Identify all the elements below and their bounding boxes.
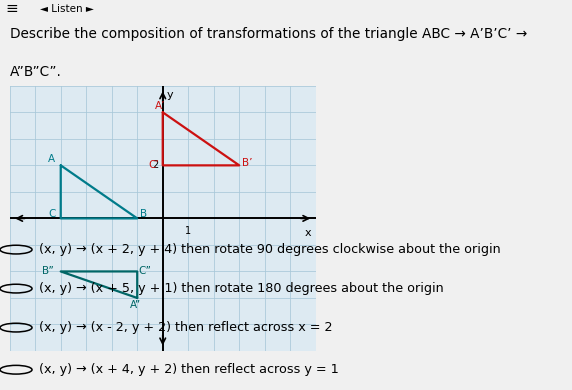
Text: A”: A”	[130, 300, 141, 310]
Text: Describe the composition of transformations of the triangle ABC → A’B’C’ →: Describe the composition of transformati…	[10, 27, 527, 41]
Text: A’: A’	[155, 101, 165, 111]
Text: C”: C”	[138, 266, 152, 277]
Text: B’: B’	[241, 158, 252, 168]
Text: C: C	[48, 209, 55, 220]
Text: y: y	[166, 90, 173, 100]
Text: ◄ Listen ►: ◄ Listen ►	[40, 4, 94, 14]
Text: (x, y) → (x + 5, y + 1) then rotate 180 degrees about the origin: (x, y) → (x + 5, y + 1) then rotate 180 …	[39, 282, 444, 295]
Text: (x, y) → (x + 2, y + 4) then rotate 90 degrees clockwise about the origin: (x, y) → (x + 2, y + 4) then rotate 90 d…	[39, 243, 500, 256]
Text: 2: 2	[153, 160, 159, 170]
Text: B: B	[140, 209, 147, 220]
Text: (x, y) → (x - 2, y + 2) then reflect across x = 2: (x, y) → (x - 2, y + 2) then reflect acr…	[39, 321, 332, 334]
Text: A: A	[48, 154, 55, 164]
Text: B”: B”	[42, 266, 54, 277]
Text: C’: C’	[148, 160, 159, 170]
Text: A”B”C”.: A”B”C”.	[10, 65, 62, 79]
Text: (x, y) → (x + 4, y + 2) then reflect across y = 1: (x, y) → (x + 4, y + 2) then reflect acr…	[39, 363, 339, 376]
Text: x: x	[305, 228, 311, 238]
Text: ≡: ≡	[6, 1, 18, 16]
Text: 1: 1	[185, 226, 191, 236]
